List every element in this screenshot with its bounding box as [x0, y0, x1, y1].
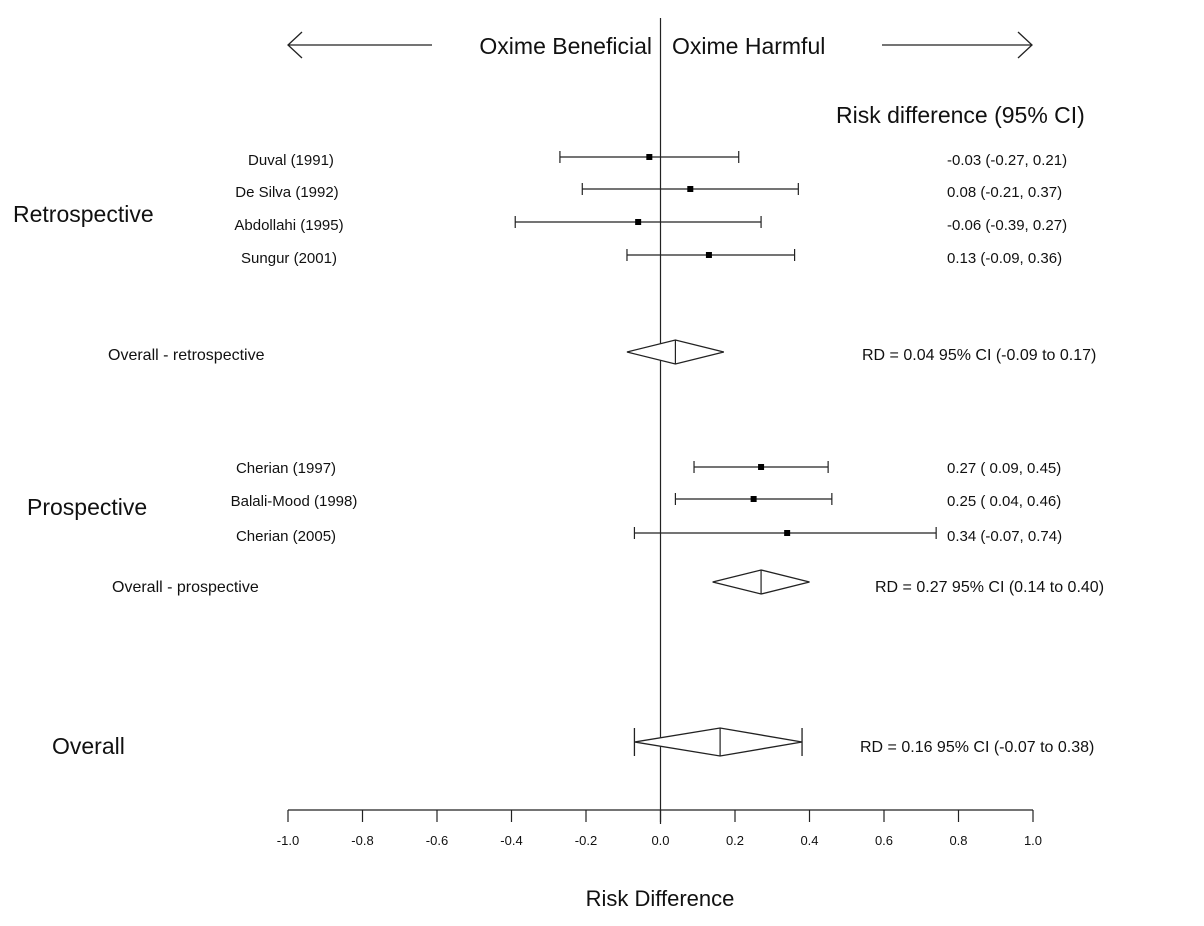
- plot-marks: -1.0 -0.8 -0.6 -0.4 -0.2 0.0 0.2 0.4 0.6 0.8 1.0: [277, 18, 1042, 848]
- study-label-cherian-2005: Cherian (2005): [236, 528, 336, 545]
- overall-label: Overall: [52, 733, 125, 759]
- group-label-prospective: Prospective: [27, 494, 147, 520]
- x-axis-title: Risk Difference: [586, 886, 735, 911]
- x-tick-label-3: -0.4: [500, 833, 522, 848]
- x-tick-label-0: -1.0: [277, 833, 299, 848]
- study-label-sungur-2001: Sungur (2001): [241, 250, 337, 267]
- ci-text-balali-mood-1998: 0.25 ( 0.04, 0.46): [947, 493, 1061, 510]
- study-label-abdollahi-1995: Abdollahi (1995): [234, 217, 343, 234]
- point-estimate-abdollahi-1995: [635, 219, 642, 225]
- overall-prospective-summary: RD = 0.27 95% CI (0.14 to 0.40): [875, 579, 1104, 596]
- x-tick-label-5: 0.0: [651, 833, 669, 848]
- header-oxime-beneficial: Oxime Beneficial: [479, 33, 652, 59]
- overall-retrospective-label: Overall - retrospective: [108, 347, 265, 364]
- x-tick-label-9: 0.8: [949, 833, 967, 848]
- study-label-duval-1991: Duval (1991): [248, 152, 334, 169]
- study-label-cherian-1997: Cherian (1997): [236, 460, 336, 477]
- x-tick-label-4: -0.2: [575, 833, 597, 848]
- x-tick-label-8: 0.6: [875, 833, 893, 848]
- x-tick-label-6: 0.2: [726, 833, 744, 848]
- ci-text-sungur-2001: 0.13 (-0.09, 0.36): [947, 250, 1062, 267]
- point-estimate-sungur-2001: [705, 252, 712, 258]
- ci-text-de-silva-1992: 0.08 (-0.21, 0.37): [947, 184, 1062, 201]
- x-tick-label-10: 1.0: [1024, 833, 1042, 848]
- point-estimate-de-silva-1992: [687, 186, 694, 192]
- point-estimate-duval-1991: [646, 154, 653, 160]
- x-tick-label-7: 0.4: [800, 833, 818, 848]
- point-estimate-balali-mood-1998: [750, 496, 757, 502]
- point-estimate-cherian-1997: [758, 464, 765, 470]
- ci-text-cherian-1997: 0.27 ( 0.09, 0.45): [947, 460, 1061, 477]
- overall-summary-text: RD = 0.16 95% CI (-0.07 to 0.38): [860, 739, 1094, 756]
- study-label-balali-mood-1998: Balali-Mood (1998): [231, 493, 358, 510]
- ci-text-cherian-2005: 0.34 (-0.07, 0.74): [947, 528, 1062, 545]
- header-oxime-harmful: Oxime Harmful: [672, 33, 825, 59]
- overall-retrospective-summary: RD = 0.04 95% CI (-0.09 to 0.17): [862, 347, 1096, 364]
- study-label-de-silva-1992: De Silva (1992): [235, 184, 338, 201]
- arrow-left-head-icon: [287, 31, 303, 59]
- ci-text-duval-1991: -0.03 (-0.27, 0.21): [947, 152, 1067, 169]
- overall-prospective-label: Overall - prospective: [112, 579, 259, 596]
- point-estimate-cherian-2005: [784, 530, 791, 536]
- x-tick-label-1: -0.8: [351, 833, 373, 848]
- group-label-retrospective: Retrospective: [13, 201, 154, 227]
- x-tick-label-2: -0.6: [426, 833, 448, 848]
- ci-column-header: Risk difference (95% CI): [836, 102, 1085, 128]
- arrow-right-head-icon: [1017, 31, 1033, 59]
- ci-text-abdollahi-1995: -0.06 (-0.39, 0.27): [947, 217, 1067, 234]
- diamond-overall: [634, 727, 803, 757]
